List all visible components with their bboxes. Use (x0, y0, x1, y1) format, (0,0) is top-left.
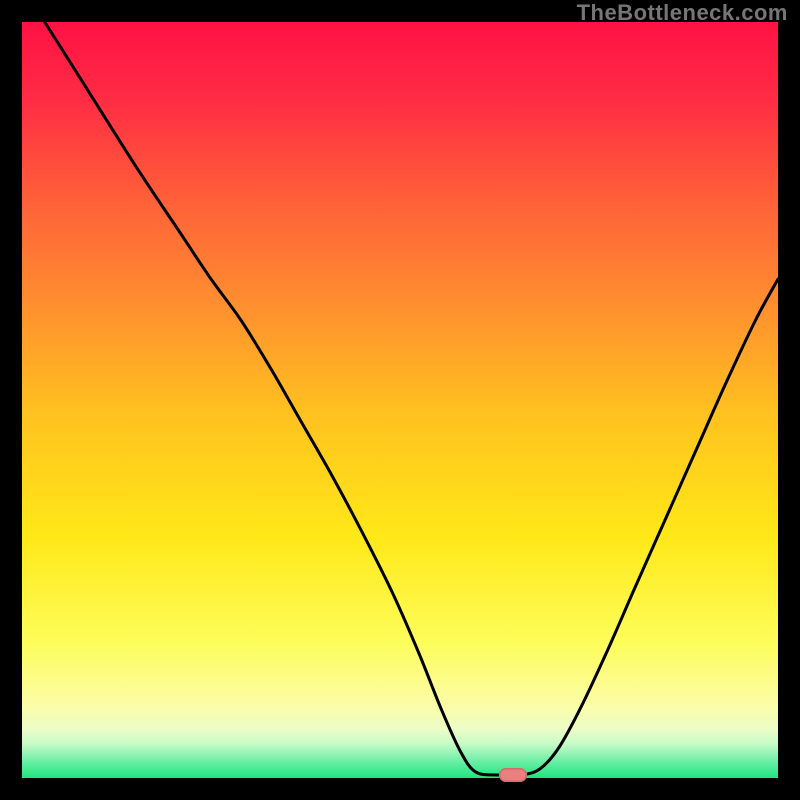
background-gradient (22, 22, 778, 778)
chart-frame: TheBottleneck.com (0, 0, 800, 800)
plot-area (22, 22, 778, 778)
watermark-text: TheBottleneck.com (577, 0, 788, 26)
optimum-marker (499, 768, 527, 782)
